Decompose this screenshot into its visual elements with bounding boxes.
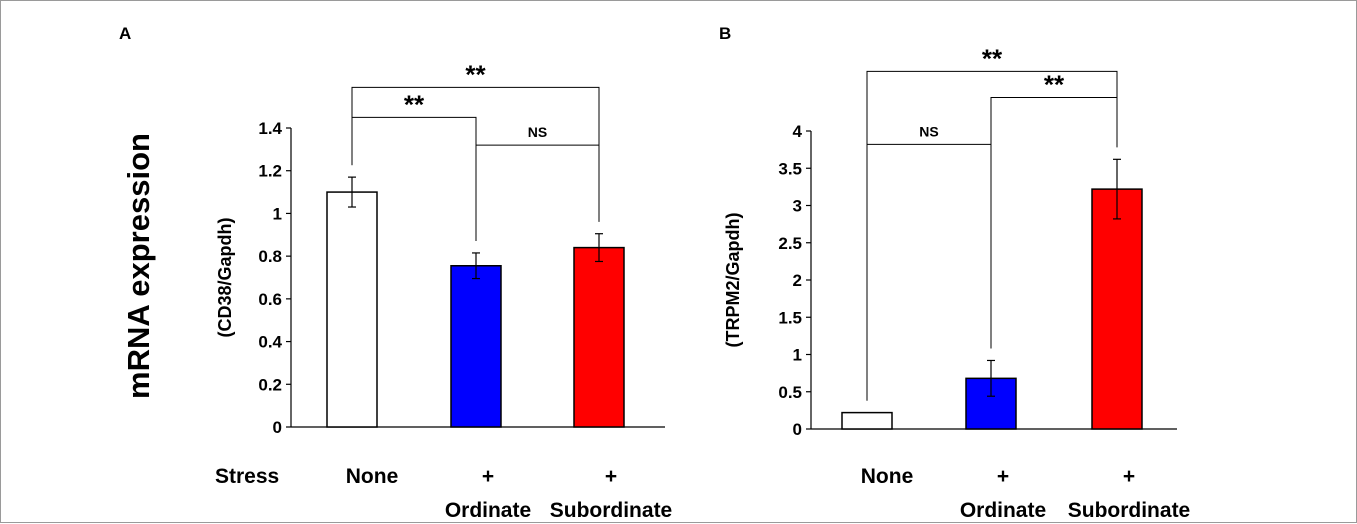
panel-letter: B [719,24,731,43]
y-tick-label: 4 [793,122,803,141]
main-y-axis-title: mRNA expression [121,133,156,399]
chart-panel-a: A (CD38/Gapdh) 0 0.2 0.4 0.6 0.8 1 1.2 1.4 None + Or… [119,24,672,522]
bar [573,246,625,428]
y-tick-label: 1.2 [258,162,282,181]
y-tick-label: 0.6 [258,290,282,309]
category-prefix: + [997,465,1009,488]
y-tick-label: 2 [793,271,802,290]
bar [326,191,378,428]
y-tick-label: 1 [793,346,802,365]
y-axis-title: (CD38/Gapdh) [215,217,235,337]
y-tick-label: 0 [793,420,802,439]
y-tick-label: 0.5 [778,383,802,402]
y-tick-label: 1 [273,204,282,223]
x-tick-label: Ordinate [960,499,1046,522]
y-tick-label: 0.4 [258,333,282,352]
category-prefix: + [482,465,494,488]
bar [450,265,502,428]
y-tick-label: 0.8 [258,247,282,266]
panels: A (CD38/Gapdh) 0 0.2 0.4 0.6 0.8 1 1.2 1.4 None + Or… [119,24,1190,522]
significance-bracket [866,70,1118,401]
y-tick-label: 3 [793,197,802,216]
significance-bracket [351,86,600,222]
chart-panel-b: B (TRPM2/Gapdh) 0 0.5 1 1.5 2 2.5 3 3.5 4 None + Ordi… [719,24,1190,522]
y-tick-label: 1.4 [258,119,282,138]
y-tick-label: 1.5 [778,308,802,327]
significance-label: NS [919,123,938,139]
x-tick-label: None [346,465,399,488]
category-prefix: + [605,465,617,488]
y-tick-label: 3.5 [778,159,802,178]
bar [841,411,893,430]
x-tick-label: Subordinate [1068,499,1191,522]
panel-letter: A [119,24,131,43]
y-tick-label: 0 [273,418,282,437]
significance-label: ** [404,89,425,119]
x-tick-label: Ordinate [445,499,531,522]
x-tick-label: Subordinate [550,499,673,522]
significance-label: ** [465,59,486,89]
significance-label: NS [528,124,547,140]
x-tick-label: None [861,465,914,488]
y-tick-label: 2.5 [778,234,802,253]
y-tick-label: 0.2 [258,375,282,394]
stress-label: Stress [215,465,279,488]
significance-bracket [475,144,600,241]
y-axis-title: (TRPM2/Gapdh) [723,213,743,348]
significance-label: ** [982,43,1003,73]
category-prefix: + [1123,465,1135,488]
bar [1091,188,1143,430]
significance-bracket [866,143,992,401]
significance-label: ** [1044,69,1065,99]
